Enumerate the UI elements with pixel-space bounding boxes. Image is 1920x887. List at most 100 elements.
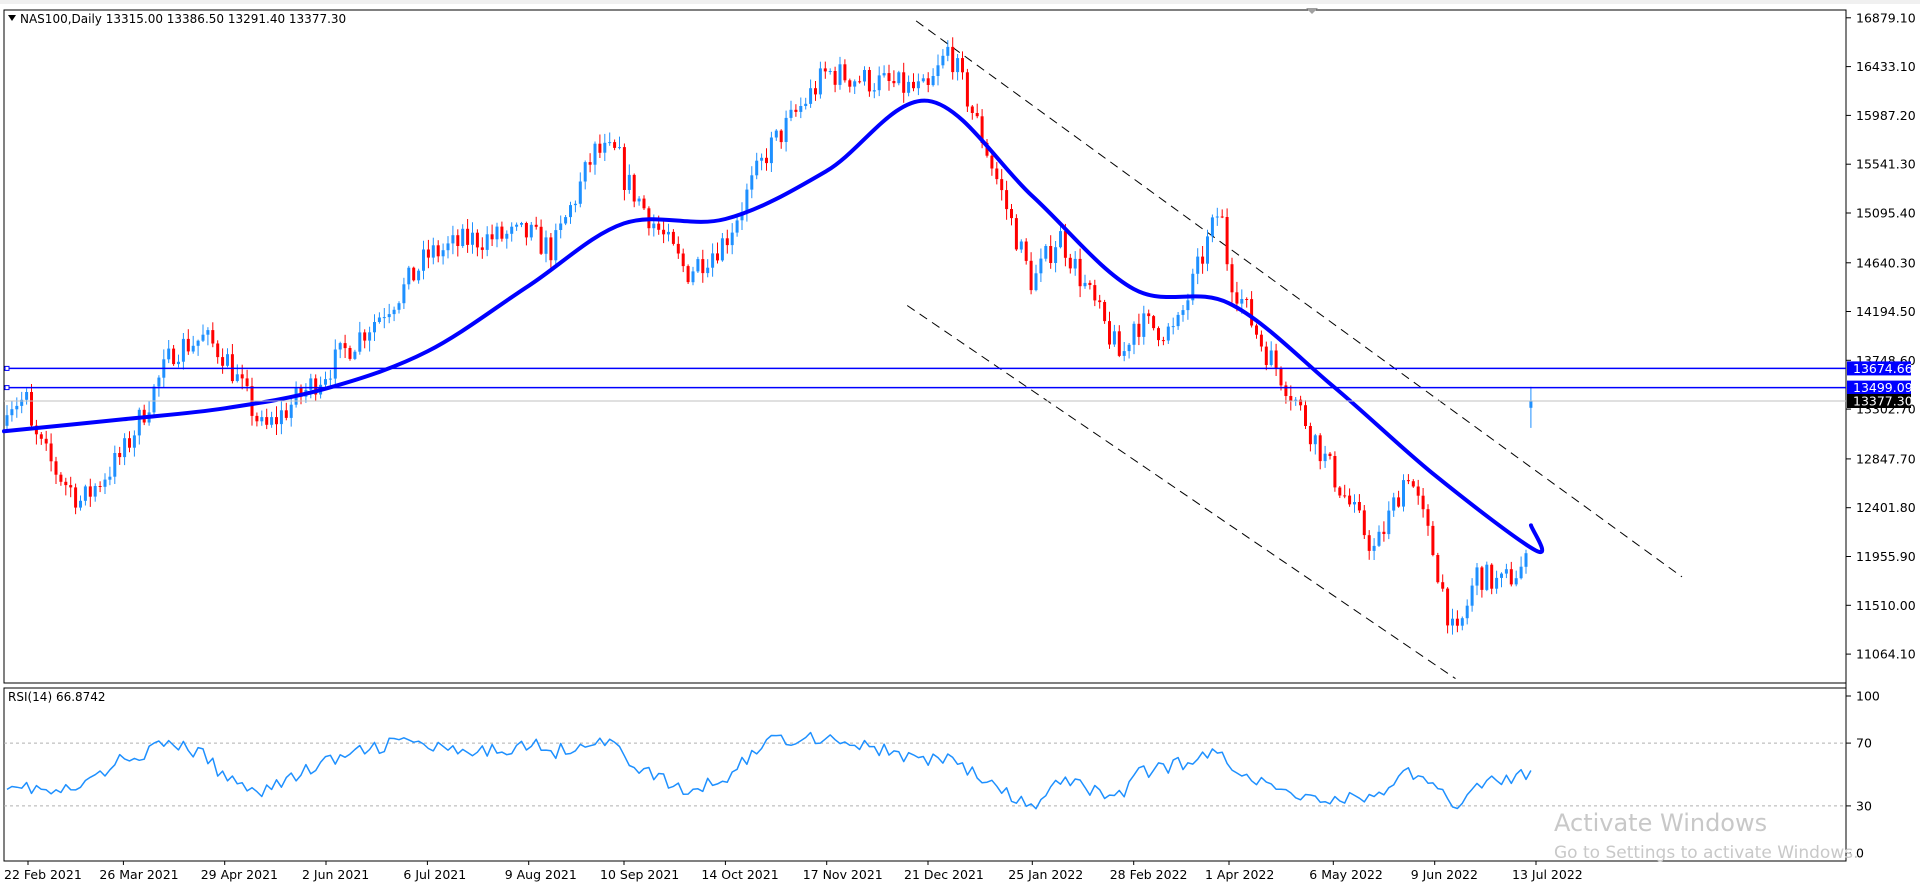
candle [196, 339, 200, 356]
candle [1083, 274, 1087, 289]
candle [921, 74, 925, 83]
candle [1142, 305, 1146, 345]
candle [583, 160, 587, 190]
price-tick-label: 16879.10 [1856, 10, 1916, 25]
candle [1171, 317, 1175, 335]
candle [1215, 207, 1219, 226]
candle [402, 277, 406, 309]
candle [828, 68, 832, 75]
candle [779, 129, 783, 149]
horizontal-lines[interactable] [4, 365, 1846, 402]
candle [549, 233, 553, 269]
candle [1382, 521, 1386, 542]
candle [1460, 616, 1464, 631]
candle [809, 79, 813, 108]
symbol-collapse-triangle-icon[interactable] [8, 15, 16, 21]
candle [480, 237, 484, 259]
candle [1377, 525, 1381, 547]
candle [1392, 492, 1396, 517]
moving-average-line [2, 98, 1545, 555]
candle [397, 301, 401, 314]
price-tag [1847, 361, 1911, 376]
candle [588, 153, 592, 173]
candle [1504, 563, 1508, 579]
candle [343, 334, 347, 358]
candle [275, 406, 278, 435]
candle [691, 266, 695, 286]
rsi-levels [4, 742, 1846, 807]
price-tag-label: 13499.09 [1853, 380, 1913, 395]
candle [1250, 291, 1254, 328]
candle [544, 230, 548, 263]
level-anchor-handle[interactable] [4, 385, 10, 391]
candle [1039, 248, 1043, 282]
candle [534, 216, 538, 230]
candle [1308, 422, 1312, 452]
candle [338, 341, 342, 359]
candle [696, 256, 700, 273]
candle [1132, 321, 1136, 355]
candle [637, 196, 641, 206]
candle [618, 136, 621, 150]
candle [348, 345, 352, 361]
candle [1014, 214, 1018, 251]
channel-line[interactable] [915, 20, 1683, 578]
candle [711, 243, 715, 277]
candle [823, 61, 827, 79]
candle [1225, 208, 1229, 271]
candle [706, 259, 710, 278]
candle [848, 78, 852, 93]
candle [671, 229, 675, 246]
candle [1073, 251, 1077, 276]
time-tick-label: 25 Jan 2022 [1008, 867, 1083, 882]
time-tick-label: 29 Apr 2021 [201, 867, 278, 882]
candle [431, 237, 435, 265]
candle [74, 483, 78, 515]
candle [466, 219, 470, 253]
candle [1245, 297, 1249, 308]
candle [769, 131, 773, 172]
candle [1480, 565, 1484, 598]
candle [1152, 315, 1156, 331]
time-tick-label: 17 Nov 2021 [803, 867, 883, 882]
candle [804, 97, 808, 110]
candle [284, 402, 288, 421]
candle [1019, 239, 1023, 253]
symbol-header: NAS100,Daily 13315.00 13386.50 13291.40 … [20, 12, 346, 26]
candle [1402, 474, 1405, 512]
candle [387, 303, 391, 324]
candle [226, 348, 229, 368]
price-tag [1847, 394, 1911, 408]
candle [941, 49, 945, 69]
candle [720, 233, 724, 262]
candle [1210, 214, 1214, 243]
level-anchor-handle[interactable] [4, 365, 10, 371]
candle [681, 248, 685, 273]
candle [956, 54, 960, 81]
candle [867, 66, 871, 97]
candle [995, 162, 999, 185]
candle [520, 221, 523, 228]
candle [970, 105, 974, 120]
candle [897, 70, 901, 86]
candle [1323, 445, 1327, 468]
time-tick-label: 26 Mar 2021 [99, 867, 178, 882]
candle [858, 75, 862, 84]
candle [5, 405, 9, 430]
price-tick-label: 15541.30 [1856, 157, 1916, 172]
candle [877, 66, 881, 97]
candle [662, 219, 666, 244]
candle [853, 79, 857, 94]
candle [961, 51, 964, 80]
candle [916, 73, 920, 96]
candle [603, 133, 607, 161]
candle [137, 407, 141, 445]
candle [799, 97, 803, 119]
candle [167, 340, 171, 364]
candle [926, 72, 930, 93]
price-tick-label: 11510.00 [1856, 598, 1916, 613]
windows-watermark-title: Activate Windows [1554, 809, 1767, 837]
time-tick-label: 13 Jul 2022 [1512, 867, 1583, 882]
chart-shift-marker-icon[interactable] [1306, 8, 1318, 14]
